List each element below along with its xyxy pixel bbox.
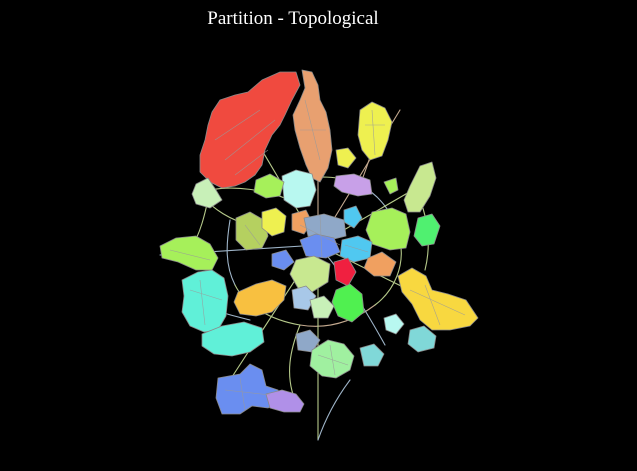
partition-region	[299, 233, 341, 259]
partition-region	[292, 69, 333, 183]
partition-region	[309, 339, 355, 379]
partition-region	[295, 329, 321, 353]
partition-region	[233, 279, 287, 317]
partition-region	[281, 169, 317, 209]
partition-region	[359, 343, 385, 367]
map-title: Partition - Topological	[207, 8, 378, 29]
partition-region	[261, 207, 287, 237]
partition-region	[235, 211, 269, 251]
partition-region	[201, 321, 265, 357]
partition-region	[357, 101, 393, 161]
partition-region	[303, 213, 347, 241]
partition-region	[403, 161, 437, 213]
partition-region	[335, 147, 357, 169]
partition-region	[199, 71, 301, 189]
partition-region	[365, 207, 411, 251]
partition-region	[397, 267, 479, 331]
partition-region	[289, 255, 331, 293]
partition-region	[253, 173, 285, 199]
partition-region	[333, 173, 373, 197]
partition-region	[191, 177, 223, 209]
partition-region	[159, 235, 219, 271]
partition-region	[333, 257, 357, 287]
partition-region	[331, 283, 365, 323]
partition-region	[339, 235, 373, 263]
region-street-texture	[169, 99, 466, 411]
partition-region	[309, 295, 335, 319]
partition-region	[407, 325, 437, 353]
partition-region	[271, 249, 295, 271]
partition-region	[383, 177, 399, 195]
partition-region	[181, 269, 229, 333]
partition-region	[383, 313, 405, 335]
partition-region	[265, 389, 305, 413]
partition-region	[413, 213, 441, 247]
partition-regions	[159, 69, 479, 415]
partition-region	[363, 251, 397, 277]
